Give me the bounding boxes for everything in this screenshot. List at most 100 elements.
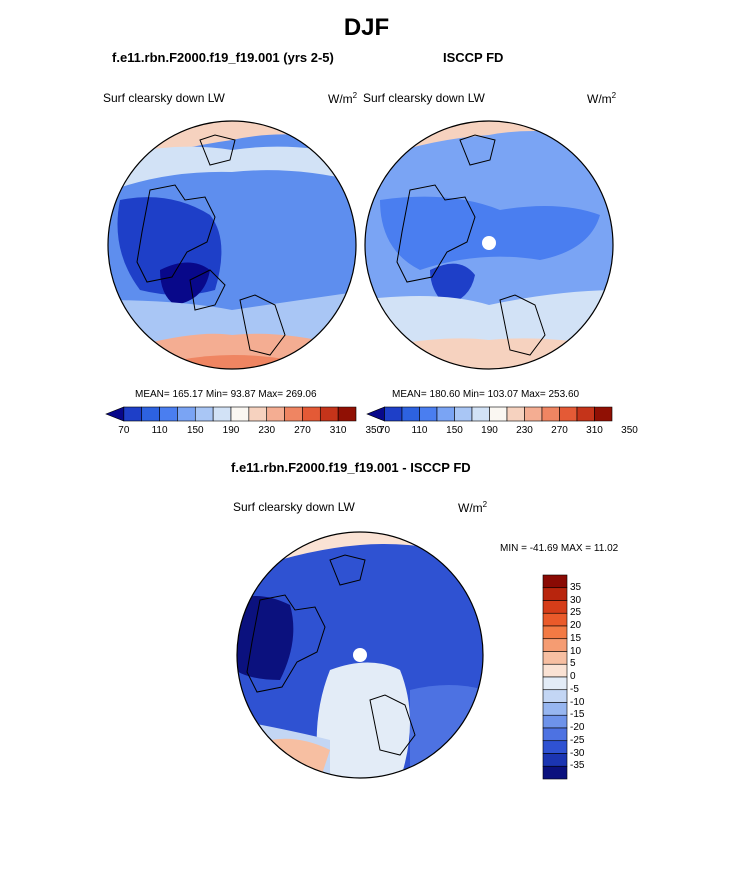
obs-colorbar-tick-label: 230 — [516, 425, 533, 436]
model-colorbar-tick-label: 150 — [186, 425, 204, 436]
diff-colorbar-cell — [542, 740, 568, 754]
page-title: DJF — [343, 14, 390, 41]
obs-colorbar-cell — [401, 406, 420, 422]
diff-panel-title: f.e11.rbn.F2000.f19_f19.001 - ISCCP FD — [231, 460, 471, 475]
obs-colorbar-tick-label: 350 — [621, 425, 638, 436]
obs-colorbar-cell — [384, 406, 403, 422]
model-coldest — [160, 262, 210, 305]
model-colorbar-tick-label: 230 — [258, 425, 276, 436]
diff-min-max: MIN = -41.69 MAX = 11.02 — [500, 543, 619, 554]
diff-colorbar-tick-label: -30 — [570, 747, 585, 759]
diff-colorbar-tick-label: -20 — [570, 722, 585, 733]
diff-polar-mask — [353, 648, 367, 662]
model-colorbar-cell — [248, 406, 268, 422]
obs-cold-core — [430, 263, 475, 305]
diff-colorbar-cell — [542, 612, 568, 627]
diff-coldest — [237, 596, 294, 680]
obs-colorbar-cell — [506, 406, 525, 422]
diff-colorbar-tick-label: -25 — [570, 734, 585, 746]
diff-colorbar-tick-label: 10 — [570, 645, 582, 657]
model-coast-3 — [239, 294, 286, 356]
obs-colorbar-cell — [454, 406, 473, 422]
obs-panel-title: ISCCP FD — [443, 50, 504, 65]
obs-colorbar-cell — [436, 406, 455, 422]
model-coast-4 — [199, 134, 236, 166]
model-coast-2 — [189, 269, 226, 311]
model-colorbar-cell — [284, 406, 303, 422]
diff-colorbar-tick-label: 20 — [570, 620, 582, 631]
obs-south-warm — [390, 338, 600, 369]
diff-colorbar-cell — [542, 651, 568, 665]
obs-colorbar-cell — [419, 406, 438, 422]
diff-colorbar-cell — [542, 676, 568, 691]
obs-colorbar-high-end — [594, 406, 613, 422]
diff-coast-3 — [369, 694, 416, 756]
obs-coast-4 — [459, 134, 496, 166]
diff-units-label: W/m2 — [458, 500, 488, 515]
model-band — [108, 146, 356, 195]
obs-colorbar — [366, 406, 613, 422]
diff-colorbar-tick-label: 5 — [570, 658, 576, 670]
diff-colorbar-cell — [542, 727, 568, 742]
model-colorbar-tick-label: 270 — [294, 425, 311, 436]
model-variable-label: Surf clearsky down LW — [103, 91, 225, 105]
model-map-border — [107, 120, 357, 370]
obs-colorbar-cell — [489, 406, 508, 422]
diff-colorbar-cell — [542, 765, 568, 780]
model-colorbar-tick-label: 350 — [365, 425, 383, 436]
model-colorbar-cell — [230, 406, 250, 422]
obs-mid — [380, 196, 600, 270]
obs-colorbar-tick-label: 110 — [411, 425, 428, 436]
obs-map — [364, 120, 614, 370]
model-colorbar-high-end — [337, 406, 357, 422]
model-colorbar-cell — [177, 406, 196, 422]
diff-east-mid — [410, 685, 483, 778]
diff-colorbar-cell — [542, 689, 568, 703]
diff-coast-1 — [246, 594, 326, 693]
diff-colorbar — [542, 574, 568, 780]
diff-center-light — [316, 662, 410, 778]
diff-colorbar-cell — [542, 574, 568, 589]
obs-colorbar-cell — [471, 406, 490, 422]
model-colorbar-low-end — [105, 406, 125, 422]
diff-colorbar-cell — [542, 638, 568, 652]
diff-colorbar-cell — [542, 625, 568, 640]
model-colorbar-cell — [141, 406, 160, 422]
diff-colorbar-tick-label: 25 — [570, 607, 582, 619]
model-map — [107, 120, 357, 370]
obs-coast-3 — [499, 294, 546, 356]
obs-colorbar-cell — [524, 406, 543, 422]
obs-polar-mask — [482, 236, 496, 250]
model-colorbar-tick-label: 310 — [329, 425, 347, 436]
obs-stats: MEAN= 180.60 Min= 103.07 Max= 253.60 — [392, 389, 580, 400]
obs-colorbar-tick-label: 150 — [446, 425, 463, 436]
obs-variable-label: Surf clearsky down LW — [363, 91, 485, 105]
obs-colorbar-cell — [576, 406, 595, 422]
diff-map-border — [236, 531, 484, 779]
model-panel-title: f.e11.rbn.F2000.f19_f19.001 (yrs 2-5) — [112, 50, 334, 65]
model-units-label: W/m2 — [328, 91, 358, 106]
diff-map — [236, 531, 484, 779]
model-colorbar-cell — [319, 406, 339, 422]
diff-colorbar-tick-label: -10 — [570, 696, 585, 708]
obs-units-label: W/m2 — [587, 91, 617, 106]
diff-colorbar-tick-label: -15 — [570, 709, 585, 721]
diff-colorbar-tick-label: -5 — [570, 683, 579, 695]
model-colorbar-cell — [194, 406, 214, 422]
model-colorbar-cell — [159, 406, 178, 422]
model-colorbar-cell — [123, 406, 143, 422]
model-colorbar-tick-label: 190 — [222, 425, 240, 436]
diff-colorbar-cell — [542, 587, 568, 601]
diff-colorbar-tick-label: -35 — [570, 760, 585, 772]
model-stats: MEAN= 165.17 Min= 93.87 Max= 269.06 — [135, 389, 317, 400]
diff-colorbar-cell — [542, 663, 568, 678]
obs-colorbar-tick-label: 70 — [378, 425, 391, 436]
diff-colorbar-tick-label: 35 — [570, 581, 582, 593]
model-colorbar — [105, 406, 357, 422]
obs-map-border — [364, 120, 614, 370]
obs-coast-1 — [396, 184, 476, 283]
obs-colorbar-tick-label: 270 — [551, 425, 568, 436]
model-south-hot — [180, 355, 290, 369]
diff-colorbar-cell — [542, 714, 568, 729]
